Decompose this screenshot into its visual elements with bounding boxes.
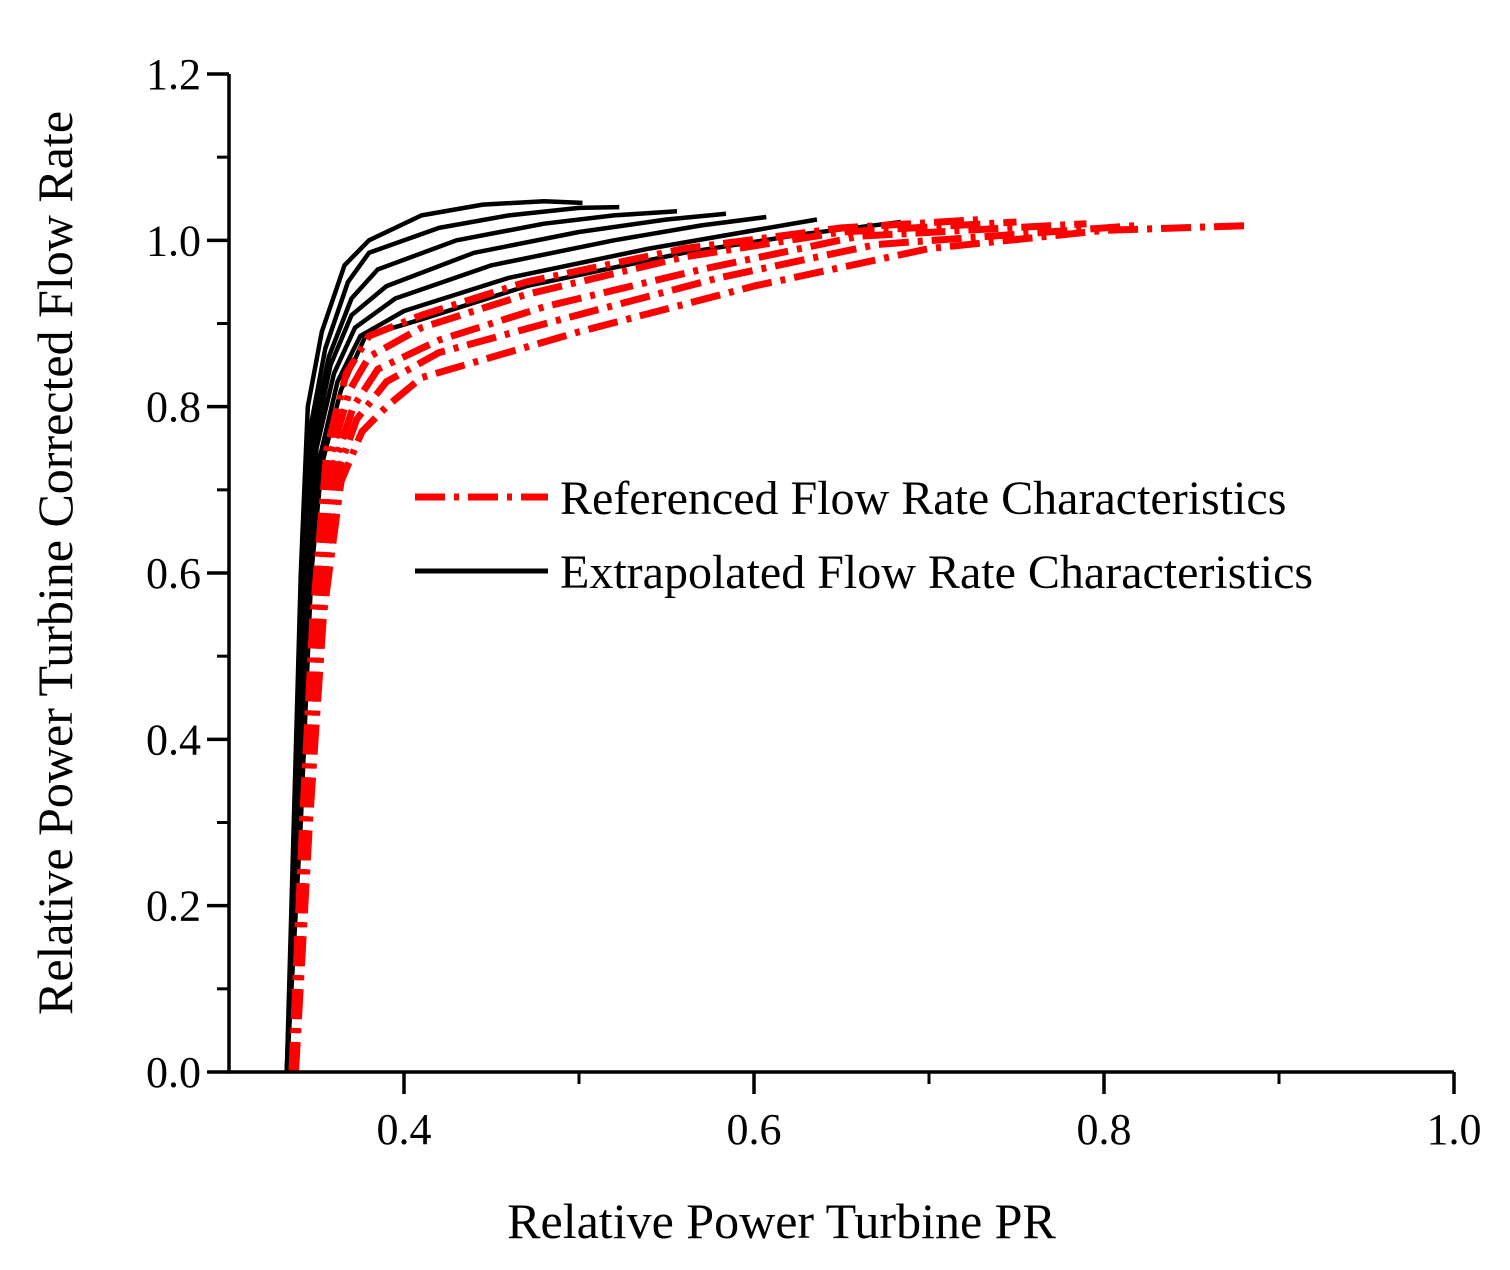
legend-label-referenced: Referenced Flow Rate Characteristics [560, 472, 1286, 525]
series-line-extrapolated-4 [284, 211, 727, 1073]
y-tick-label: 0.4 [146, 715, 201, 764]
series-line-extrapolated-6 [284, 217, 818, 1073]
y-axis-title: Relative Power Turbine Corrected Flow Ra… [27, 111, 83, 1015]
x-axis-title: Relative Power Turbine PR [507, 1193, 1056, 1249]
y-tick-label: 0.2 [146, 882, 201, 931]
series-line-extrapolated-7 [284, 219, 902, 1073]
y-tick-label: 1.2 [146, 50, 201, 99]
legend: Referenced Flow Rate Characteristics Ext… [415, 472, 1313, 599]
x-tick-label: 0.8 [1077, 1105, 1132, 1154]
series-line-referenced-9 [288, 218, 1017, 1073]
series-line-referenced-8 [288, 216, 982, 1073]
x-tick-label: 0.6 [727, 1105, 782, 1154]
x-tick-label: 1.0 [1427, 1105, 1482, 1154]
series-line-referenced-10 [290, 220, 1087, 1073]
legend-label-extrapolated: Extrapolated Flow Rate Characteristics [560, 546, 1313, 599]
y-tick-label: 0.6 [146, 549, 201, 598]
x-tick-label: 0.4 [377, 1105, 432, 1154]
ticks-layer: 0.0 0.2 0.4 0.6 0.8 1.0 1.2 0.4 0.6 0.8 1.0 [146, 50, 1482, 1154]
y-tick-label: 0.0 [146, 1048, 201, 1097]
series-line-referenced-12 [292, 221, 1253, 1073]
y-tick-label: 1.0 [146, 216, 201, 265]
y-tick-label: 0.8 [146, 383, 201, 432]
series-layer [284, 198, 1253, 1073]
